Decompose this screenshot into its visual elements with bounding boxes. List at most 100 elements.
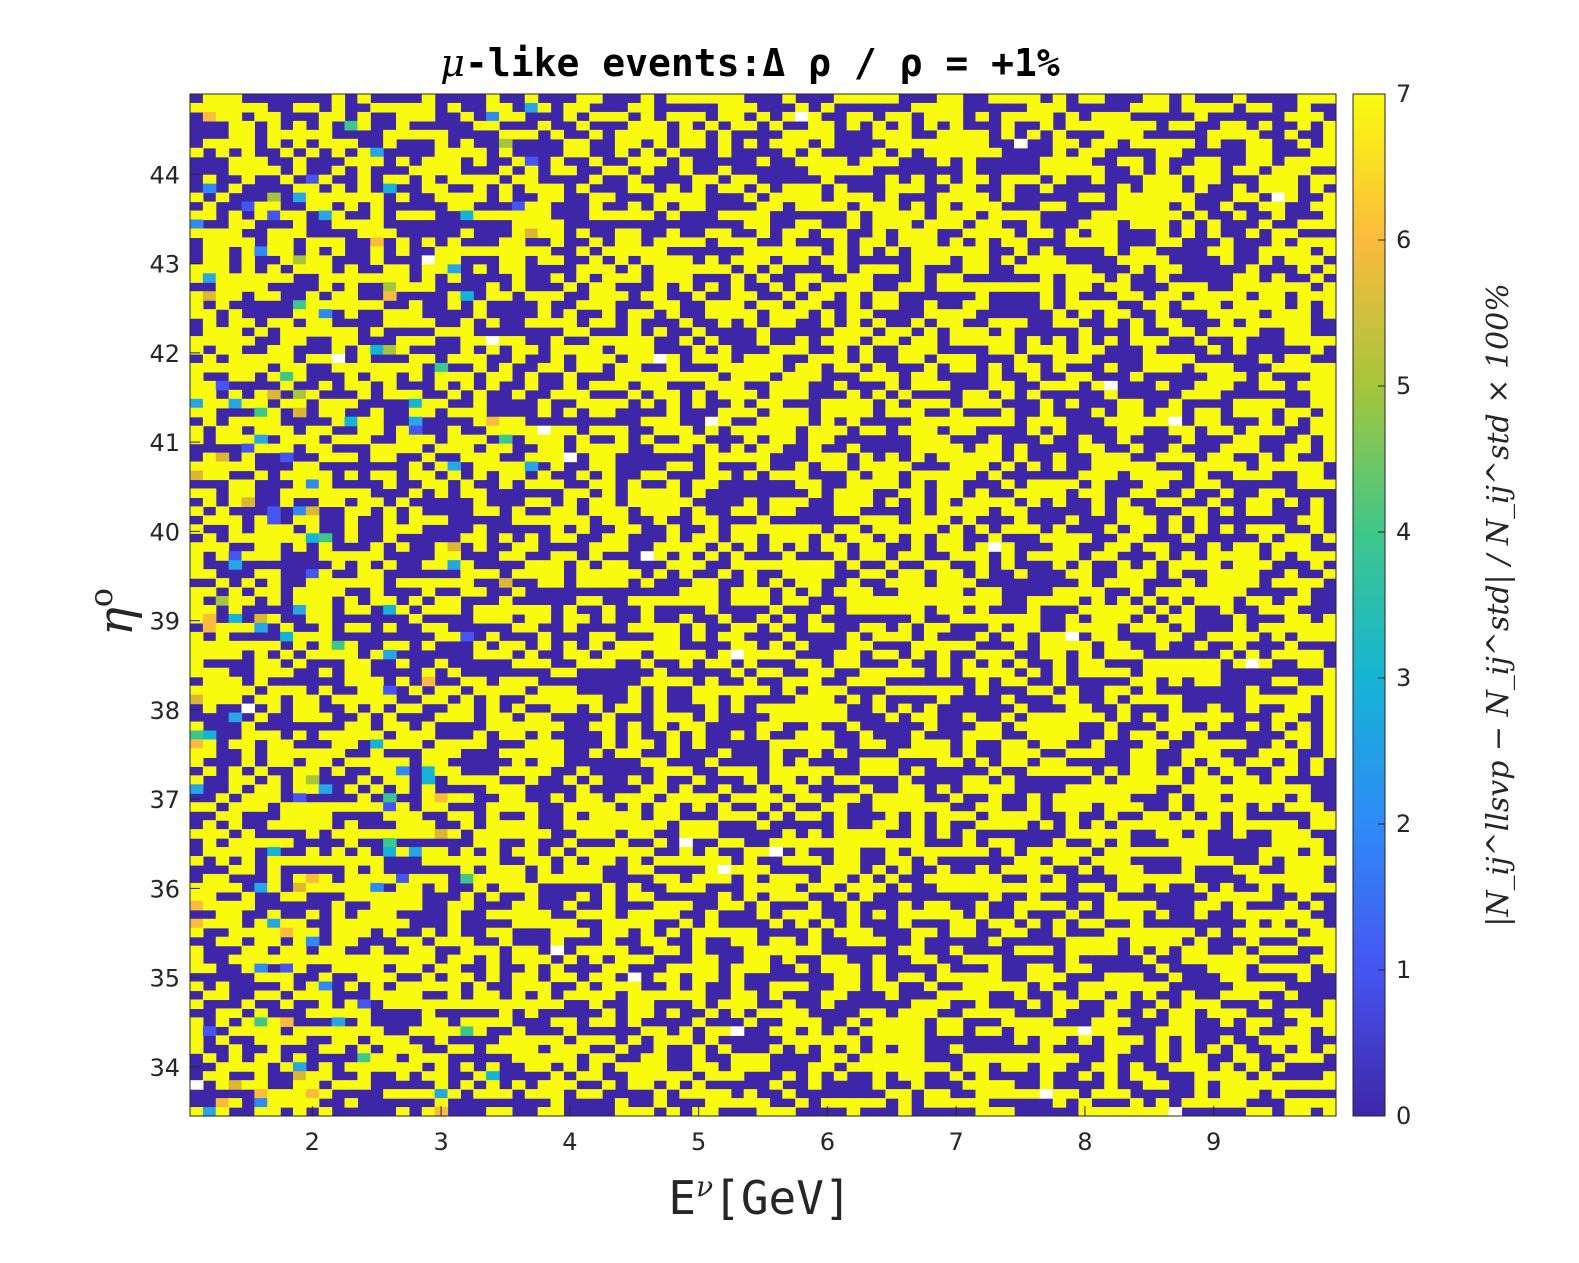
heatmap-cell: [769, 981, 783, 992]
heatmap-cell: [228, 784, 243, 794]
heatmap-cell: [820, 838, 835, 848]
heatmap-cell: [1065, 613, 1080, 624]
heatmap-cell: [666, 309, 680, 319]
heatmap-cell: [202, 820, 217, 830]
heatmap-cell: [614, 560, 629, 570]
heatmap-cell: [293, 1080, 307, 1090]
heatmap-cell: [254, 201, 268, 212]
heatmap-cell: [576, 847, 590, 857]
heatmap-cell: [782, 775, 796, 785]
heatmap-cell: [383, 1035, 397, 1045]
heatmap-cell: [872, 694, 886, 705]
heatmap-cell: [1065, 300, 1080, 310]
heatmap-cell: [756, 784, 771, 794]
heatmap-cell: [370, 246, 384, 256]
heatmap-cell: [589, 1071, 603, 1081]
heatmap-cell: [318, 667, 333, 678]
heatmap-cell: [537, 452, 552, 463]
heatmap-cell: [383, 873, 397, 884]
heatmap-cell: [576, 927, 590, 938]
heatmap-cell: [589, 362, 603, 373]
heatmap-cell: [1142, 739, 1157, 750]
heatmap-cell: [511, 282, 526, 292]
heatmap-cell: [241, 533, 255, 543]
heatmap-cell: [524, 900, 539, 911]
heatmap-cell: [911, 596, 925, 606]
heatmap-cell: [486, 345, 500, 355]
heatmap-cell: [885, 766, 899, 776]
heatmap-cell: [447, 936, 462, 947]
heatmap-cell: [614, 1098, 629, 1108]
heatmap-cell: [730, 533, 745, 543]
heatmap-cell: [1168, 192, 1183, 203]
heatmap-cell: [872, 1026, 886, 1036]
heatmap-cell: [717, 380, 732, 391]
heatmap-cell: [1052, 793, 1067, 803]
heatmap-cell: [589, 497, 603, 507]
heatmap-cell: [859, 371, 874, 382]
heatmap-cell: [550, 685, 565, 696]
heatmap-cell: [267, 918, 281, 929]
heatmap-cell: [267, 856, 281, 866]
heatmap-cell: [820, 667, 835, 678]
heatmap-cell: [923, 380, 938, 391]
heatmap-cell: [885, 524, 899, 534]
heatmap-cell: [1271, 246, 1286, 256]
heatmap-cell: [782, 291, 796, 301]
heatmap-cell: [911, 237, 925, 247]
heatmap-cell: [1052, 694, 1067, 705]
heatmap-cell: [563, 775, 577, 785]
heatmap-cell: [962, 129, 977, 140]
heatmap-cell: [499, 479, 513, 490]
heatmap-cell: [666, 237, 680, 247]
heatmap-cell: [1091, 596, 1105, 606]
heatmap-cell: [911, 407, 925, 418]
heatmap-cell: [383, 515, 397, 525]
heatmap-cell: [1039, 882, 1054, 893]
heatmap-cell: [215, 622, 230, 633]
heatmap-cell: [885, 605, 899, 615]
heatmap-cell: [357, 685, 371, 696]
heatmap-cell: [1155, 94, 1170, 104]
heatmap-cell: [499, 210, 513, 221]
heatmap-cell: [190, 273, 204, 283]
heatmap-cell: [743, 775, 758, 785]
heatmap-cell: [434, 1080, 449, 1090]
heatmap-cell: [936, 622, 951, 633]
heatmap-cell: [614, 918, 629, 929]
heatmap-cell: [190, 1017, 204, 1027]
heatmap-cell: [1168, 802, 1183, 812]
heatmap-cell: [421, 829, 436, 839]
heatmap-cell: [460, 353, 474, 364]
heatmap-cell: [241, 999, 255, 1010]
heatmap-cell: [988, 210, 1002, 221]
heatmap-cell: [705, 461, 719, 472]
heatmap-cell: [949, 111, 964, 122]
heatmap-cell: [1091, 739, 1105, 750]
heatmap-cell: [1014, 174, 1028, 185]
heatmap-cell: [1220, 972, 1234, 983]
heatmap-cell: [1026, 793, 1041, 803]
heatmap-cell: [833, 506, 848, 516]
heatmap-cell: [215, 793, 230, 803]
heatmap-cell: [589, 631, 603, 642]
heatmap-cell: [602, 811, 616, 821]
heatmap-cell: [936, 542, 951, 552]
heatmap-cell: [473, 246, 487, 256]
heatmap-cell: [305, 129, 320, 140]
heatmap-cell: [344, 533, 358, 543]
heatmap-cell: [640, 291, 655, 301]
heatmap-cell: [447, 981, 462, 992]
heatmap-cell: [1168, 712, 1183, 723]
heatmap-cell: [1168, 703, 1183, 714]
heatmap-cell: [499, 1017, 513, 1027]
heatmap-cell: [215, 94, 230, 104]
heatmap-cell: [293, 1107, 307, 1117]
heatmap-cell: [614, 1107, 629, 1117]
heatmap-cell: [305, 389, 320, 400]
heatmap-cell: [1052, 138, 1067, 149]
heatmap-cell: [421, 560, 436, 570]
heatmap-cell: [1091, 192, 1105, 203]
heatmap-cell: [344, 802, 358, 812]
heatmap-cell: [228, 1026, 243, 1036]
